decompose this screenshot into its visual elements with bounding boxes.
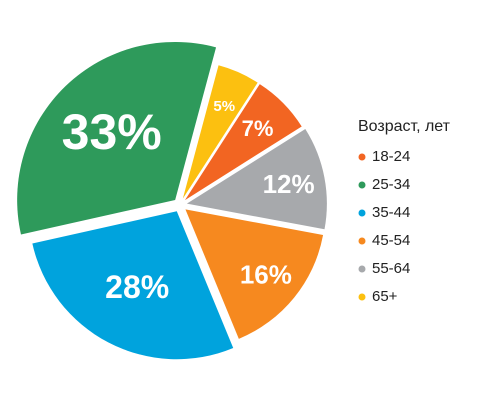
legend-label: 45-54 [372, 232, 410, 249]
slice-label: 5% [213, 98, 235, 115]
pie-slice [182, 65, 258, 199]
slice-label: 16% [240, 260, 292, 290]
legend-label: 55-64 [372, 260, 410, 277]
legend-marker [358, 237, 366, 245]
pie-slice [186, 129, 327, 230]
slice-label: 33% [62, 104, 162, 160]
legend-marker [358, 181, 366, 189]
legend-label: 18-24 [372, 148, 410, 165]
slice-label: 7% [242, 116, 274, 141]
legend-marker [358, 153, 366, 161]
legend-label: 65+ [372, 288, 398, 305]
slice-label: 12% [263, 169, 315, 199]
legend-marker [358, 265, 366, 273]
pie-slice [184, 84, 302, 201]
pie-slice [185, 209, 324, 339]
legend-marker [358, 293, 366, 301]
legend-label: 35-44 [372, 204, 410, 221]
pie-slice [32, 211, 234, 360]
legend-label: 25-34 [372, 176, 410, 193]
legend-title: Возраст, лет [358, 118, 451, 135]
slice-label: 28% [105, 269, 169, 305]
legend-marker [358, 209, 366, 217]
pie-slice [17, 41, 217, 235]
